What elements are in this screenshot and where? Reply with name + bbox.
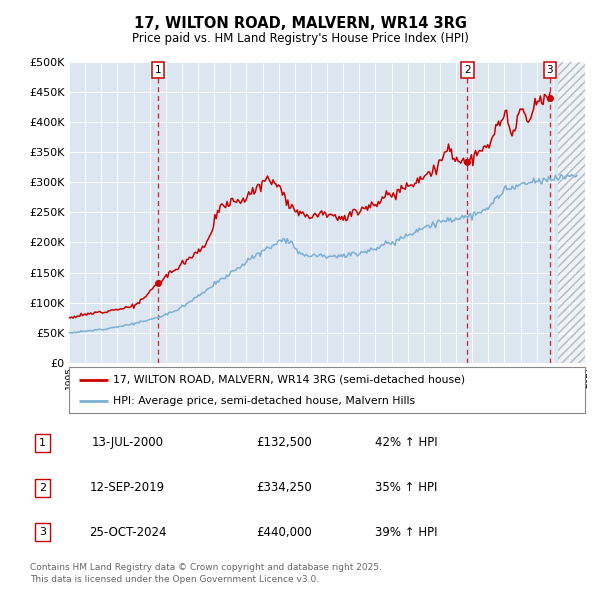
Text: 1: 1 [39,438,46,448]
Text: 35% ↑ HPI: 35% ↑ HPI [375,481,437,494]
Text: 17, WILTON ROAD, MALVERN, WR14 3RG: 17, WILTON ROAD, MALVERN, WR14 3RG [133,16,467,31]
Bar [557,62,585,363]
Text: 39% ↑ HPI: 39% ↑ HPI [375,526,437,539]
Text: 13-JUL-2000: 13-JUL-2000 [91,437,163,450]
Text: Price paid vs. HM Land Registry's House Price Index (HPI): Price paid vs. HM Land Registry's House … [131,32,469,45]
Text: £334,250: £334,250 [256,481,311,494]
Text: 3: 3 [39,527,46,537]
Text: £132,500: £132,500 [256,437,311,450]
Text: 2: 2 [464,65,470,75]
Text: £440,000: £440,000 [256,526,311,539]
Bar [557,62,585,363]
Text: 2: 2 [39,483,46,493]
Text: 25-OCT-2024: 25-OCT-2024 [89,526,166,539]
Text: 3: 3 [547,65,553,75]
Text: Contains HM Land Registry data © Crown copyright and database right 2025.: Contains HM Land Registry data © Crown c… [30,563,382,572]
Text: 1: 1 [155,65,161,75]
Text: 42% ↑ HPI: 42% ↑ HPI [375,437,438,450]
Text: This data is licensed under the Open Government Licence v3.0.: This data is licensed under the Open Gov… [30,575,319,584]
Text: HPI: Average price, semi-detached house, Malvern Hills: HPI: Average price, semi-detached house,… [113,396,415,407]
Text: 12-SEP-2019: 12-SEP-2019 [90,481,165,494]
Text: 17, WILTON ROAD, MALVERN, WR14 3RG (semi-detached house): 17, WILTON ROAD, MALVERN, WR14 3RG (semi… [113,375,465,385]
